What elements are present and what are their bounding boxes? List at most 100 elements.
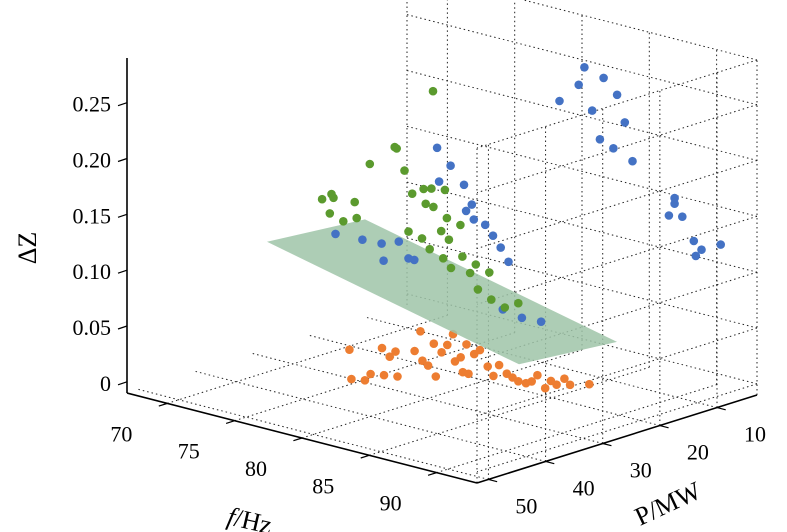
- data-point: [678, 212, 687, 221]
- data-point: [574, 80, 583, 90]
- z-tick-label: 0.15: [73, 203, 112, 228]
- z-axis-label: ΔZ: [13, 232, 42, 265]
- data-point: [450, 357, 460, 366]
- data-point: [329, 193, 338, 203]
- data-point: [393, 372, 402, 381]
- data-point: [366, 369, 375, 379]
- y-tick-label: 10: [744, 422, 766, 447]
- data-point: [410, 346, 419, 356]
- z-tick-label: 0.10: [73, 259, 112, 284]
- data-point: [339, 217, 348, 226]
- data-point: [500, 303, 510, 312]
- data-point: [360, 376, 370, 385]
- axes: [117, 58, 758, 484]
- x-axis-label-unit: /Hz: [232, 503, 275, 532]
- data-point: [432, 143, 442, 153]
- y-tick-label: 30: [630, 457, 652, 482]
- data-point: [438, 253, 448, 263]
- data-point: [467, 200, 477, 209]
- data-point: [446, 263, 456, 273]
- data-point: [462, 340, 471, 349]
- data-point: [514, 298, 523, 308]
- z-tick: [117, 325, 128, 330]
- data-point: [419, 184, 428, 194]
- z-tick: [117, 102, 128, 107]
- data-point: [716, 240, 725, 249]
- data-point: [347, 374, 356, 384]
- y-axis-label: P/MW: [630, 476, 706, 532]
- data-point: [469, 215, 479, 224]
- data-point: [407, 189, 417, 198]
- data-point: [404, 227, 413, 236]
- data-point: [587, 106, 597, 115]
- data-point: [444, 235, 454, 244]
- grid-line: [138, 388, 489, 480]
- decision-plane-surface: [267, 219, 617, 365]
- data-point: [429, 339, 439, 349]
- data-point: [473, 285, 483, 294]
- z-tick-label: 0: [100, 371, 111, 396]
- data-point: [555, 96, 564, 106]
- data-point: [565, 380, 575, 390]
- points-above-plane: [317, 63, 725, 327]
- data-point: [377, 239, 386, 248]
- y-tick: [602, 442, 612, 447]
- data-point: [331, 229, 340, 239]
- data-point: [446, 161, 455, 170]
- grid-line: [436, 384, 717, 474]
- data-point: [421, 199, 431, 209]
- grid-line: [476, 59, 758, 149]
- x-tick: [158, 402, 168, 407]
- data-point: [391, 347, 400, 356]
- decision-plane: [267, 219, 617, 365]
- data-point: [480, 220, 490, 230]
- points-below-plane: [345, 327, 594, 393]
- data-point: [429, 202, 438, 212]
- data-point: [379, 370, 389, 380]
- data-point: [392, 144, 402, 153]
- data-point: [442, 213, 452, 223]
- z-tick-label: 0.05: [73, 315, 112, 340]
- data-point: [345, 345, 354, 355]
- z-tick-label: 0.20: [73, 148, 112, 173]
- data-point: [425, 244, 435, 254]
- data-point: [483, 362, 493, 371]
- data-point: [595, 135, 605, 144]
- data-point: [465, 268, 475, 278]
- z-tick: [117, 157, 128, 163]
- data-point: [459, 180, 469, 190]
- grid-line: [252, 353, 603, 444]
- data-point: [436, 226, 446, 236]
- data-point: [670, 199, 679, 208]
- grid-line: [309, 335, 660, 427]
- data-point: [609, 144, 618, 153]
- data-point: [400, 166, 409, 175]
- data-point: [514, 377, 523, 386]
- data-point: [599, 73, 608, 83]
- y-tick: [545, 460, 555, 465]
- tick-labels: 70 75 80 85 90 10 20 30 40 50 0 0.05 0.10 0.15 0.20 0.2…: [73, 92, 767, 519]
- data-point: [536, 317, 546, 327]
- grid-line: [476, 215, 758, 305]
- x-tick: [360, 454, 370, 459]
- grid-line: [406, 181, 758, 273]
- data-point: [546, 376, 556, 386]
- data-point: [385, 352, 395, 362]
- data-point: [620, 118, 630, 127]
- y-tick-label: 50: [515, 493, 537, 518]
- data-point: [485, 268, 494, 277]
- y-tick-label: 40: [573, 475, 595, 500]
- data-point: [458, 367, 468, 377]
- data-point: [560, 374, 569, 384]
- data-point: [664, 211, 674, 220]
- data-point: [697, 245, 706, 254]
- data-point: [488, 231, 498, 240]
- data-point: [458, 252, 467, 261]
- data-point: [377, 343, 387, 353]
- data-point: [628, 156, 637, 166]
- z-tick: [117, 213, 128, 218]
- x-tick-label: 85: [312, 473, 334, 498]
- data-point: [469, 349, 479, 359]
- data-point: [496, 243, 506, 252]
- data-point: [427, 184, 436, 193]
